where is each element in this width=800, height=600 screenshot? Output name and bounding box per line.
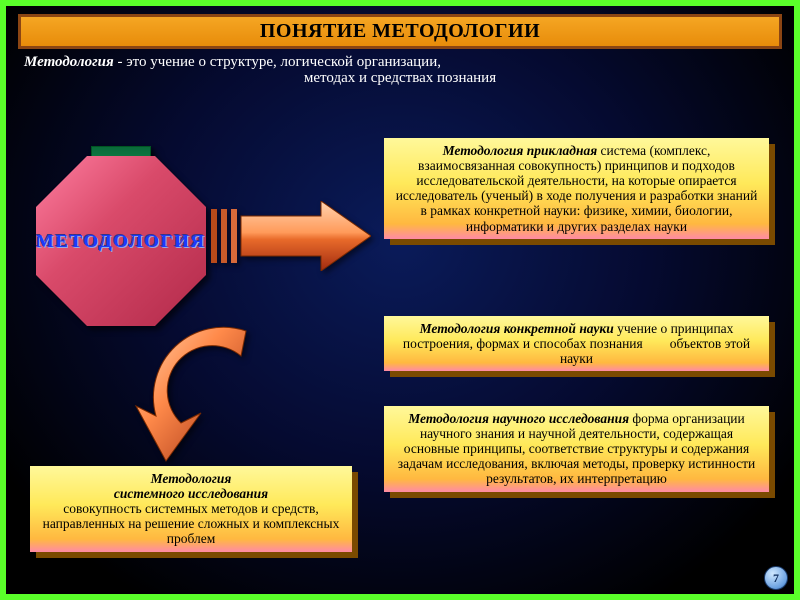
box-systemic: Методология системного исследования сово… <box>30 466 352 552</box>
slide-frame: ПОНЯТИЕ МЕТОДОЛОГИИ Методология - это уч… <box>0 0 800 600</box>
octagon-shape: МЕТОДОЛОГИЯ <box>36 156 206 326</box>
slide-title: ПОНЯТИЕ МЕТОДОЛОГИИ <box>260 20 540 42</box>
box-research-inner: Методология научного исследования форма … <box>384 406 769 492</box>
box-research: Методология научного исследования форма … <box>384 406 769 492</box>
box-research-lead: Методология научного исследования <box>408 411 629 426</box>
definition-line2: методах и средствах познания <box>6 70 794 87</box>
box-concrete-inner: Методология конкретной науки учение о пр… <box>384 316 769 371</box>
definition-lead: Методология <box>24 54 114 70</box>
arrow-right-icon <box>211 201 371 271</box>
definition-text1: - это учение о структуре, логической орг… <box>114 54 441 70</box>
box-systemic-inner: Методология системного исследования сово… <box>30 466 352 552</box>
diagram-stage: МЕТОДОЛОГИЯ <box>6 126 800 596</box>
page-number-badge: 7 <box>764 566 788 590</box>
box-applied: Методология прикладная система (комплекс… <box>384 138 769 239</box>
box-concrete: Методология конкретной науки учение о пр… <box>384 316 769 371</box>
box-applied-inner: Методология прикладная система (комплекс… <box>384 138 769 239</box>
box-applied-lead: Методология прикладная <box>443 143 598 158</box>
box-concrete-lead: Методология конкретной науки <box>420 321 614 336</box>
page-number: 7 <box>773 571 779 586</box>
octagon-node: МЕТОДОЛОГИЯ <box>36 156 206 326</box>
box-systemic-lead: Методология <box>151 471 232 486</box>
box-systemic-body: совокупность системных методов и средств… <box>43 501 340 546</box>
title-bar: ПОНЯТИЕ МЕТОДОЛОГИИ <box>18 14 782 49</box>
arrow-curved-icon <box>126 321 276 481</box>
box-systemic-lead2: системного исследования <box>114 486 268 501</box>
octagon-label: МЕТОДОЛОГИЯ <box>36 231 206 252</box>
